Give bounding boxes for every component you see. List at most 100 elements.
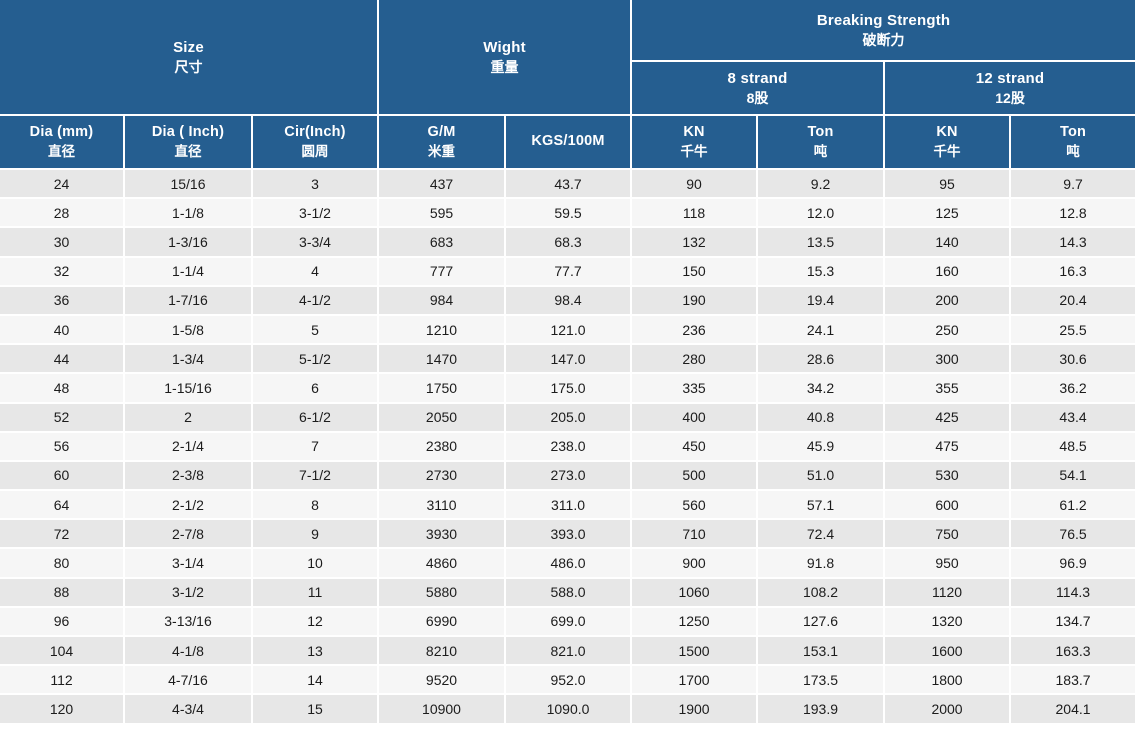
- cell: 2: [123, 401, 253, 433]
- column-header-7: KN 千牛: [883, 114, 1012, 170]
- cell: 530: [883, 459, 1012, 492]
- cell: 9: [251, 518, 379, 550]
- cell: 1-1/8: [123, 197, 253, 229]
- cell: 2-1/4: [123, 430, 253, 462]
- cell: 393.0: [503, 518, 633, 550]
- cell: 950: [883, 547, 1012, 579]
- column-header-label-zh: 千牛: [933, 144, 961, 160]
- cell: 12.8: [1009, 197, 1135, 229]
- cell: 450: [630, 430, 759, 462]
- cell: 1-3/4: [123, 343, 253, 375]
- cell: 59.5: [503, 197, 633, 229]
- cell: 12.0: [756, 197, 886, 229]
- cell: 437: [377, 167, 506, 200]
- cell: 236: [630, 313, 759, 346]
- cell: 34.2: [756, 372, 886, 404]
- cell: 132: [630, 226, 759, 258]
- cell: 6-1/2: [251, 401, 379, 433]
- cell: 108.2: [756, 576, 886, 608]
- cell: 425: [883, 401, 1012, 433]
- cell: 355: [883, 372, 1012, 404]
- column-header-label-en: KN: [683, 124, 705, 141]
- cell: 5: [251, 313, 379, 346]
- cell: 250: [883, 313, 1012, 346]
- cell: 2050: [377, 401, 506, 433]
- header-group-size: Size 尺寸: [0, 0, 379, 116]
- cell: 5880: [377, 576, 506, 608]
- cell: 2-3/8: [123, 459, 253, 492]
- table-row: 104 4-1/8 13 8210 821.0 1500 153.1 1600 163.3: [0, 634, 1135, 667]
- table-row: 24 15/16 3 437 43.7 90 9.2 95 9.7: [0, 167, 1135, 200]
- cell: 1120: [883, 576, 1012, 608]
- cell: 10: [251, 547, 379, 579]
- selected-cell: 1-15/16: [123, 372, 253, 404]
- cell: 95: [883, 167, 1012, 200]
- cell: 118: [630, 197, 759, 229]
- cell: 11: [251, 576, 379, 608]
- cell: 76.5: [1009, 518, 1135, 550]
- cell: 1210: [377, 313, 506, 346]
- cell: 10900: [377, 693, 506, 724]
- cell: 2730: [377, 459, 506, 492]
- cell: 54.1: [1009, 459, 1135, 492]
- cell: 588.0: [503, 576, 633, 608]
- table-row: 60 2-3/8 7-1/2 2730 273.0 500 51.0 530 54.1: [0, 459, 1135, 492]
- cell: 64: [0, 489, 125, 521]
- cell: 7-1/2: [251, 459, 379, 492]
- cell: 683: [377, 226, 506, 258]
- cell: 24: [0, 167, 125, 200]
- cell: 4-3/4: [123, 693, 253, 724]
- cell: 190: [630, 284, 759, 316]
- cell: 30.6: [1009, 343, 1135, 375]
- cell: 28: [0, 197, 125, 229]
- cell: 30: [0, 226, 125, 258]
- cell: 32: [0, 255, 125, 287]
- cell: 4: [251, 255, 379, 287]
- cell: 140: [883, 226, 1012, 258]
- cell: 4-1/8: [123, 634, 253, 667]
- cell: 43.4: [1009, 401, 1135, 433]
- cell: 400: [630, 401, 759, 433]
- cell: 14.3: [1009, 226, 1135, 258]
- header-group-weight: Wight 重量: [376, 0, 633, 116]
- cell: 273.0: [503, 459, 633, 492]
- column-header-label-zh: 米重: [428, 144, 455, 160]
- header-12-strand-zh: 12股: [995, 90, 1025, 107]
- cell: 9.2: [756, 167, 886, 200]
- cell: 13: [251, 634, 379, 667]
- cell: 486.0: [503, 547, 633, 579]
- column-header-label-en: Ton: [1059, 124, 1087, 141]
- column-header-label-en: Dia ( Inch): [151, 124, 225, 141]
- cell: 6: [251, 372, 379, 404]
- cell: 3930: [377, 518, 506, 550]
- cell: 2-1/2: [123, 489, 253, 521]
- header-group-weight-zh: 重量: [490, 59, 519, 76]
- column-header-label-zh: 圆周: [301, 144, 329, 160]
- cell: 4-1/2: [251, 284, 379, 316]
- table-row: 48 1-15/16 6 1750 175.0 335 34.2 355 36.2: [0, 372, 1135, 404]
- cell: 1900: [630, 693, 759, 724]
- cell: 500: [630, 459, 759, 492]
- cell: 3-13/16: [123, 605, 253, 638]
- cell: 2000: [883, 693, 1012, 724]
- cell: 280: [630, 343, 759, 375]
- cell: 9520: [377, 664, 506, 696]
- column-header-label-zh: 直径: [48, 144, 75, 160]
- table-row: 40 1-5/8 5 1210 121.0 236 24.1 250 25.5: [0, 313, 1135, 346]
- cell: 43.7: [503, 167, 633, 200]
- cell: 15.3: [756, 255, 886, 287]
- cell: 600: [883, 489, 1012, 521]
- cell: 311.0: [503, 489, 633, 521]
- cell: 300: [883, 343, 1012, 375]
- cell: 114.3: [1009, 576, 1135, 608]
- cell: 91.8: [756, 547, 886, 579]
- cell: 2380: [377, 430, 506, 462]
- cell: 15/16: [123, 167, 253, 200]
- table-row: 112 4-7/16 14 9520 952.0 1700 173.5 1800 183.7: [0, 664, 1135, 696]
- cell: 40.8: [756, 401, 886, 433]
- cell: 16.3: [1009, 255, 1135, 287]
- cell: 112: [0, 664, 125, 696]
- cell: 44: [0, 343, 125, 375]
- column-header-label-zh: 吨: [813, 144, 828, 160]
- cell: 3110: [377, 489, 506, 521]
